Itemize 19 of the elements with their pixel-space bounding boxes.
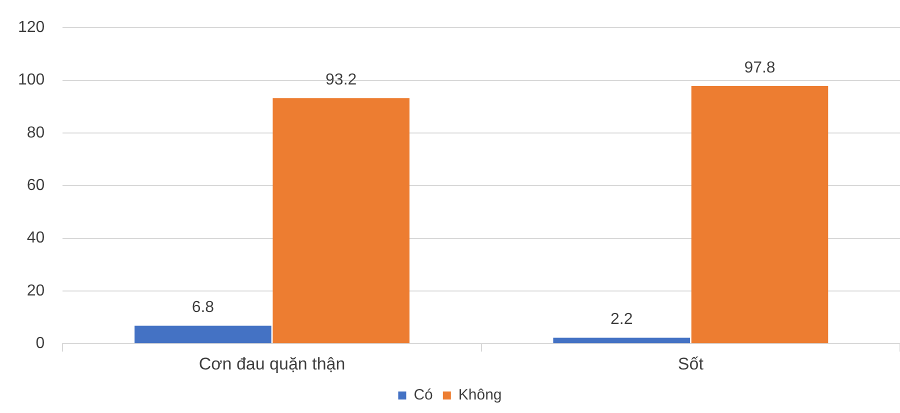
y-tick-label: 100 <box>18 72 45 89</box>
data-label: 93.2 <box>326 72 357 89</box>
y-tick-label: 20 <box>26 282 45 300</box>
x-tick-label: Cơn đau quặn thận <box>198 354 346 374</box>
bar <box>553 338 690 344</box>
legend-label: Có <box>414 386 433 404</box>
data-label: 6.8 <box>192 299 214 316</box>
x-tick-label: Sốt <box>678 354 704 374</box>
y-tick-label: 120 <box>18 19 45 36</box>
data-label: 97.8 <box>744 59 776 76</box>
bar <box>272 98 410 344</box>
y-tick-label: 80 <box>26 124 45 142</box>
legend-label: Không <box>458 386 502 404</box>
bar <box>134 326 272 344</box>
y-tick-label: 0 <box>36 335 45 352</box>
y-tick-label: 40 <box>26 230 45 247</box>
y-tick-label: 60 <box>26 177 45 194</box>
bar <box>691 86 828 344</box>
data-label: 2.2 <box>610 311 633 328</box>
